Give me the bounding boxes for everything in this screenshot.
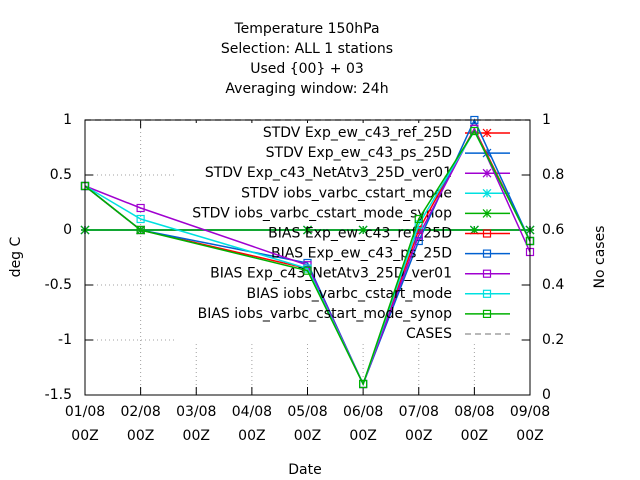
point — [470, 126, 479, 136]
legend-label: BIAS iobs_varbc_cstart_mode — [247, 286, 453, 302]
point — [136, 214, 145, 224]
y2-tick-label: 0.8 — [542, 167, 564, 183]
x-tick-label: 04/08 — [232, 404, 272, 420]
x-tick-label: 02/08 — [120, 404, 160, 420]
x-tick-sublabel: 00Z — [405, 428, 432, 444]
y2-tick-label: 1 — [542, 112, 551, 128]
point — [482, 229, 492, 238]
point — [482, 208, 492, 218]
x-tick-sublabel: 00Z — [127, 428, 154, 444]
y-tick-label: 0.5 — [50, 167, 72, 183]
point — [358, 225, 368, 235]
y-tick-label: -1 — [58, 332, 72, 348]
point — [414, 214, 423, 224]
y2-tick-label: 0 — [542, 387, 551, 403]
point — [359, 379, 368, 389]
x-tick-sublabel: 00Z — [183, 428, 210, 444]
x-tick-label: 06/08 — [343, 404, 383, 420]
legend-label: BIAS Exp_ew_c43_ps_25D — [271, 246, 452, 262]
legend-label: STDV Exp_ew_c43_ref_25D — [263, 125, 452, 141]
x-tick-label: 09/08 — [510, 404, 550, 420]
legend-label: CASES — [406, 326, 452, 342]
x-tick-label: 03/08 — [176, 404, 216, 420]
x-tick-sublabel: 00Z — [71, 428, 98, 444]
x-tick-label: 01/08 — [65, 404, 105, 420]
y-tick-label: 0 — [63, 222, 72, 238]
legend-label: BIAS Exp_ew_c43_ref_25D — [268, 226, 452, 242]
legend-label: BIAS iobs_varbc_cstart_mode_synop — [198, 306, 453, 322]
point — [482, 269, 492, 278]
x-tick-label: 05/08 — [287, 404, 327, 420]
point — [482, 188, 492, 198]
x-axis-label: Date — [288, 462, 321, 478]
plot-border — [84, 119, 531, 396]
point — [303, 266, 312, 275]
y2-axis-label: No cases — [592, 226, 608, 289]
chart-title: Temperature 150hPa — [233, 21, 379, 37]
y2-tick-label: 0.4 — [542, 277, 564, 293]
x-tick-sublabel: 00Z — [461, 428, 488, 444]
point — [482, 249, 492, 258]
legend-label: STDV Exp_ew_c43_ps_25D — [266, 145, 452, 161]
y-tick-label: 1 — [63, 112, 72, 128]
legend-label: BIAS Exp_c43_NetAtv3_25D_ver01 — [210, 266, 452, 282]
y-tick-label: -0.5 — [45, 277, 72, 293]
y2-tick-label: 0.6 — [542, 222, 564, 238]
point — [482, 309, 492, 318]
point — [136, 203, 145, 213]
x-tick-sublabel: 00Z — [349, 428, 376, 444]
legend-background — [175, 123, 520, 345]
x-tick-sublabel: 00Z — [516, 428, 543, 444]
point — [469, 225, 479, 235]
chart-title: Selection: ALL 1 stations — [221, 41, 393, 57]
x-tick-label: 07/08 — [399, 404, 439, 420]
x-tick-sublabel: 00Z — [294, 428, 321, 444]
y2-tick-label: 0.2 — [542, 332, 564, 348]
legend-label: STDV iobs_varbc_cstart_mode_synop — [192, 205, 452, 221]
chart-title: Averaging window: 24h — [225, 81, 388, 97]
series-line — [84, 129, 531, 386]
y-tick-label: -1.5 — [45, 387, 72, 403]
legend-label: STDV Exp_c43_NetAtv3_25D_ver01 — [205, 165, 452, 181]
point — [136, 225, 145, 235]
y-axis-label: deg C — [8, 236, 24, 277]
x-tick-label: 08/08 — [454, 404, 494, 420]
point — [482, 128, 492, 138]
point — [482, 168, 492, 178]
point — [303, 225, 312, 235]
x-tick-sublabel: 00Z — [238, 428, 265, 444]
chart-title: Used {00} + 03 — [250, 61, 364, 77]
legend-label: STDV iobs_varbc_cstart_mode — [241, 185, 452, 201]
point — [482, 289, 492, 298]
